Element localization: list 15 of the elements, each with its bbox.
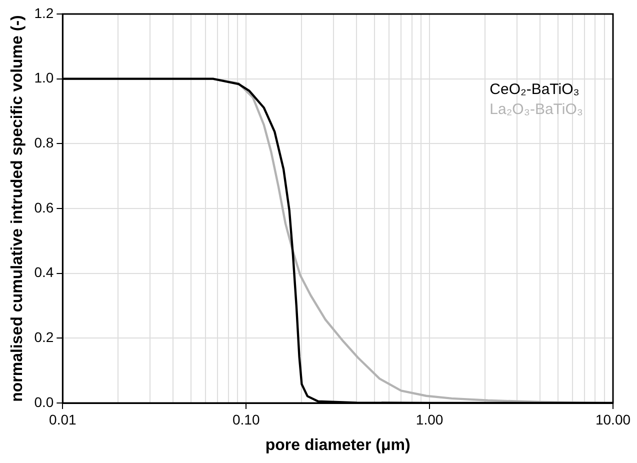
y-axis-title: normalised cumulative intruded specific volume (-): [9, 15, 26, 402]
text: CeO₂-BaTiO₃: [490, 81, 580, 98]
x-tick-label: 0.10: [232, 411, 260, 428]
x-tick-label: 10.00: [595, 411, 631, 428]
x-axis-title: pore diameter (μm): [265, 436, 410, 454]
x-tick-label: 0.01: [49, 411, 76, 428]
y-tick-label: 0.8: [34, 134, 54, 151]
y-tick-label: 0.2: [34, 329, 54, 346]
y-tick-label: 1.0: [34, 70, 54, 86]
y-tick-label: 0.6: [34, 199, 54, 216]
x-tick-label: 1.00: [416, 411, 444, 428]
text: La₂O₃-BaTiO₃: [490, 101, 584, 118]
y-tick-label: 0.0: [34, 394, 54, 410]
y-tick-label: 1.2: [34, 4, 54, 21]
y-tick-label: 0.4: [34, 264, 54, 280]
